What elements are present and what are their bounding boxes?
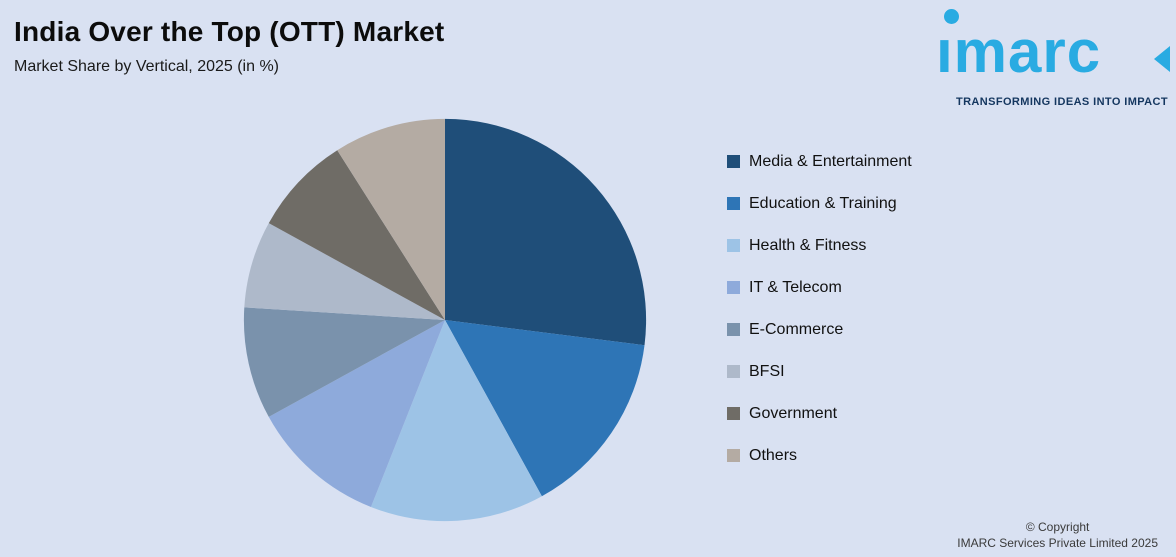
legend-item-education-training: Education & Training xyxy=(727,192,912,215)
pie-slice-media-entertainment xyxy=(445,118,647,346)
legend-swatch-icon xyxy=(727,239,740,252)
pie-slice-bfsi xyxy=(244,223,445,320)
legend-swatch-icon xyxy=(727,365,740,378)
legend-label: E-Commerce xyxy=(749,320,844,338)
legend-item-bfsi: BFSI xyxy=(727,360,912,383)
logo-triangle-icon xyxy=(1154,46,1170,72)
pie-slice-e-commerce xyxy=(243,307,445,417)
pie-slice-education-training xyxy=(445,320,645,497)
legend-swatch-icon xyxy=(727,197,740,210)
imarc-logo-mark: ımarc xyxy=(928,6,1170,90)
legend-label: Media & Entertainment xyxy=(749,152,912,170)
chart-header: India Over the Top (OTT) Market Market S… xyxy=(14,16,444,76)
legend-swatch-icon xyxy=(727,155,740,168)
copyright-notice: © Copyright IMARC Services Private Limit… xyxy=(957,519,1158,551)
legend-label: BFSI xyxy=(749,362,785,380)
legend-item-it-telecom: IT & Telecom xyxy=(727,276,912,299)
logo-dot-icon xyxy=(944,9,959,24)
legend-swatch-icon xyxy=(727,407,740,420)
pie-slice-it-telecom xyxy=(268,320,445,507)
legend-item-e-commerce: E-Commerce xyxy=(727,318,912,341)
pie-slice-government xyxy=(268,150,445,320)
legend-swatch-icon xyxy=(727,323,740,336)
legend-item-others: Others xyxy=(727,444,912,467)
pie-slice-others xyxy=(337,118,445,321)
legend-label: Government xyxy=(749,404,838,422)
legend-label: Others xyxy=(749,446,798,464)
legend-swatch-icon xyxy=(727,449,740,462)
legend-label: IT & Telecom xyxy=(749,278,842,296)
page-title: India Over the Top (OTT) Market xyxy=(14,16,445,47)
copyright-line-2: IMARC Services Private Limited 2025 xyxy=(957,535,1158,550)
legend-item-government: Government xyxy=(727,402,912,425)
logo-tagline: TRANSFORMING IDEAS INTO IMPACT xyxy=(955,96,1168,108)
copyright-line-1: © Copyright xyxy=(1025,519,1090,534)
page-subtitle: Market Share by Vertical, 2025 (in %) xyxy=(14,58,280,75)
legend-swatch-icon xyxy=(727,281,740,294)
legend-item-media-entertainment: Media & Entertainment xyxy=(727,150,912,173)
pie-slice-health-fitness xyxy=(370,320,542,522)
legend-item-health-fitness: Health & Fitness xyxy=(727,234,912,257)
logo-wordmark: ımarc xyxy=(936,18,1102,85)
legend-label: Health & Fitness xyxy=(749,236,867,254)
pie-chart xyxy=(243,118,647,522)
chart-legend: Media & Entertainment Education & Trainin… xyxy=(727,150,912,467)
legend-label: Education & Training xyxy=(749,194,897,212)
imarc-logo: ımarc TRANSFORMING IDEAS INTO IMPACT xyxy=(928,6,1170,108)
